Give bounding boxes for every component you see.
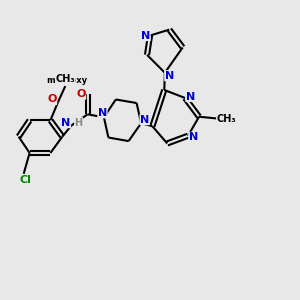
Text: N: N xyxy=(186,92,195,101)
Text: N: N xyxy=(98,108,107,118)
Text: N: N xyxy=(165,71,174,81)
Text: N: N xyxy=(141,31,150,40)
Text: N: N xyxy=(189,132,198,142)
Text: N: N xyxy=(140,115,149,125)
Text: H: H xyxy=(75,118,83,128)
Text: O: O xyxy=(76,89,86,99)
Text: O: O xyxy=(47,94,57,104)
Text: CH₃: CH₃ xyxy=(56,74,75,84)
Text: CH₃: CH₃ xyxy=(217,114,236,124)
Text: N: N xyxy=(61,118,70,128)
Text: methoxy: methoxy xyxy=(46,76,87,85)
Text: Cl: Cl xyxy=(19,175,31,185)
